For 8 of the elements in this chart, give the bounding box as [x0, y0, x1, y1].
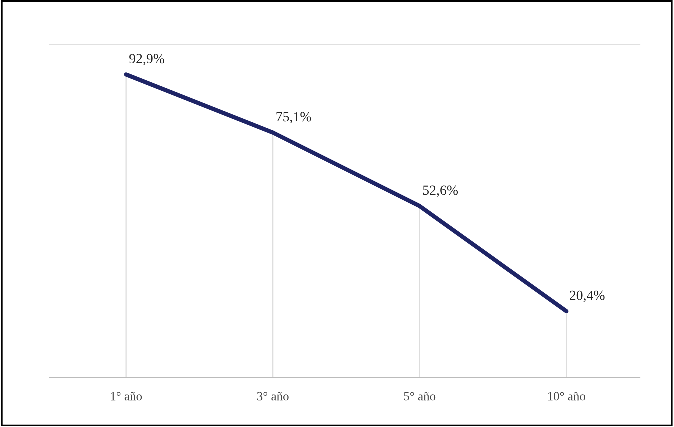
data-label: 20,4% [570, 290, 605, 302]
data-label: 52,6% [423, 186, 458, 198]
x-tick-label: 3° año [257, 392, 289, 401]
data-label: 92,9% [130, 54, 164, 66]
x-tick-label: 10° año [548, 392, 586, 401]
x-tick-label: 5° año [404, 392, 436, 401]
x-tick-label: 1° año [111, 392, 142, 401]
data-label: 75,1% [276, 112, 312, 124]
